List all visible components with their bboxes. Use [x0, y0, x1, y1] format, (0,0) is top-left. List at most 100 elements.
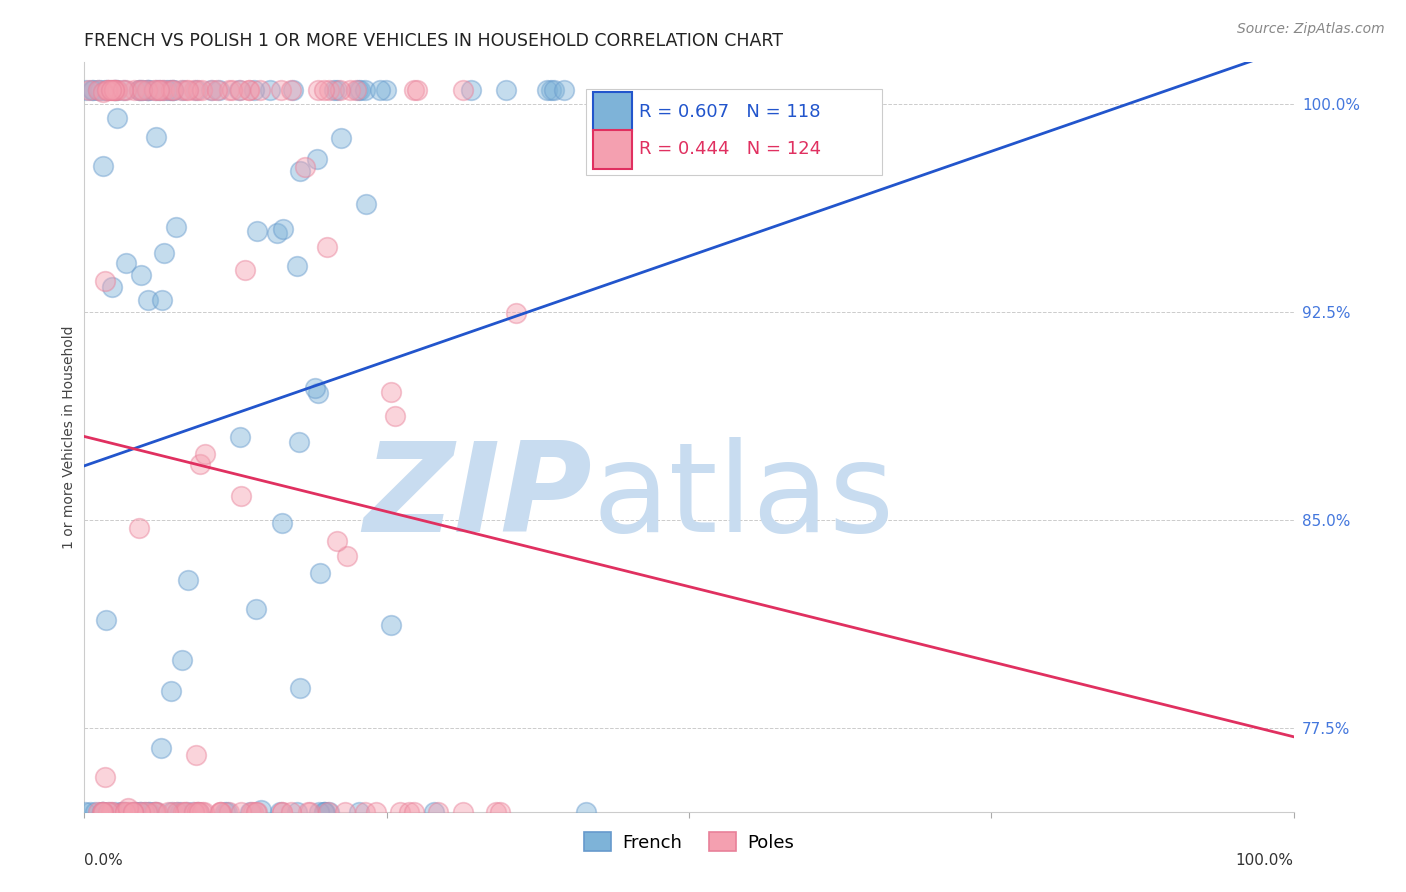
Point	[107, 111, 129, 125]
Point	[129, 268, 152, 283]
Point	[368, 83, 391, 97]
Point	[97, 805, 120, 819]
Point	[485, 805, 508, 819]
Point	[122, 83, 145, 97]
Point	[451, 83, 474, 97]
Point	[269, 805, 291, 819]
Point	[290, 164, 312, 178]
Point	[172, 83, 194, 97]
Y-axis label: 1 or more Vehicles in Household: 1 or more Vehicles in Household	[62, 326, 76, 549]
Point	[115, 255, 138, 269]
Point	[184, 747, 207, 762]
Point	[104, 83, 127, 97]
Point	[307, 153, 329, 167]
Point	[143, 805, 166, 819]
Point	[134, 805, 156, 819]
Point	[100, 83, 122, 97]
Point	[135, 83, 157, 97]
Point	[402, 83, 425, 97]
Point	[191, 805, 214, 819]
Point	[280, 83, 302, 97]
Point	[176, 83, 198, 97]
Point	[356, 197, 378, 211]
Point	[240, 805, 263, 819]
Point	[285, 805, 308, 819]
Point	[366, 805, 388, 819]
Point	[82, 83, 104, 97]
Point	[169, 805, 191, 819]
FancyBboxPatch shape	[593, 130, 633, 169]
Point	[128, 805, 150, 819]
Point	[183, 83, 205, 97]
Point	[540, 83, 562, 97]
Point	[208, 83, 231, 97]
Point	[146, 805, 169, 819]
Point	[150, 83, 173, 97]
FancyBboxPatch shape	[586, 88, 883, 175]
Point	[318, 83, 340, 97]
Point	[304, 381, 326, 395]
Point	[104, 83, 127, 97]
Point	[183, 805, 205, 819]
Point	[166, 805, 188, 819]
Point	[314, 805, 336, 819]
Point	[238, 83, 260, 97]
Point	[105, 83, 128, 97]
Point	[271, 222, 294, 236]
Point	[259, 83, 281, 97]
Point	[149, 741, 172, 756]
Point	[423, 805, 446, 819]
Point	[354, 805, 377, 819]
Point	[150, 293, 173, 308]
Point	[318, 805, 340, 819]
Point	[307, 386, 329, 401]
Point	[111, 805, 134, 819]
Point	[217, 805, 239, 819]
Point	[312, 83, 335, 97]
Point	[93, 805, 115, 819]
Text: 0.0%: 0.0%	[84, 853, 124, 868]
Point	[77, 83, 100, 97]
Point	[143, 805, 166, 819]
Point	[152, 83, 174, 97]
Point	[117, 801, 139, 815]
Point	[122, 805, 145, 819]
Point	[177, 83, 200, 97]
Point	[270, 83, 292, 97]
Point	[128, 805, 150, 819]
Point	[162, 83, 184, 97]
Point	[156, 83, 179, 97]
Point	[87, 805, 110, 819]
Point	[170, 83, 193, 97]
Point	[138, 805, 160, 819]
Point	[312, 805, 335, 819]
Point	[176, 805, 198, 819]
Point	[242, 83, 264, 97]
Point	[229, 83, 252, 97]
Point	[90, 805, 112, 819]
Point	[384, 409, 406, 424]
Point	[148, 83, 170, 97]
Point	[288, 435, 311, 450]
Point	[249, 83, 271, 97]
Text: R = 0.607   N = 118: R = 0.607 N = 118	[640, 103, 821, 121]
Point	[281, 83, 304, 97]
Point	[94, 274, 117, 288]
Point	[245, 805, 267, 819]
Point	[143, 805, 166, 819]
Point	[122, 805, 145, 819]
Point	[488, 805, 510, 819]
Point	[84, 805, 107, 819]
Text: FRENCH VS POLISH 1 OR MORE VEHICLES IN HOUSEHOLD CORRELATION CHART: FRENCH VS POLISH 1 OR MORE VEHICLES IN H…	[84, 32, 783, 50]
Point	[136, 805, 159, 819]
Point	[79, 805, 101, 819]
Point	[427, 805, 450, 819]
Point	[193, 805, 215, 819]
Point	[543, 83, 565, 97]
Point	[136, 293, 159, 307]
Point	[131, 83, 153, 97]
Point	[336, 549, 359, 563]
Point	[297, 805, 319, 819]
Point	[114, 805, 136, 819]
Point	[166, 805, 188, 819]
